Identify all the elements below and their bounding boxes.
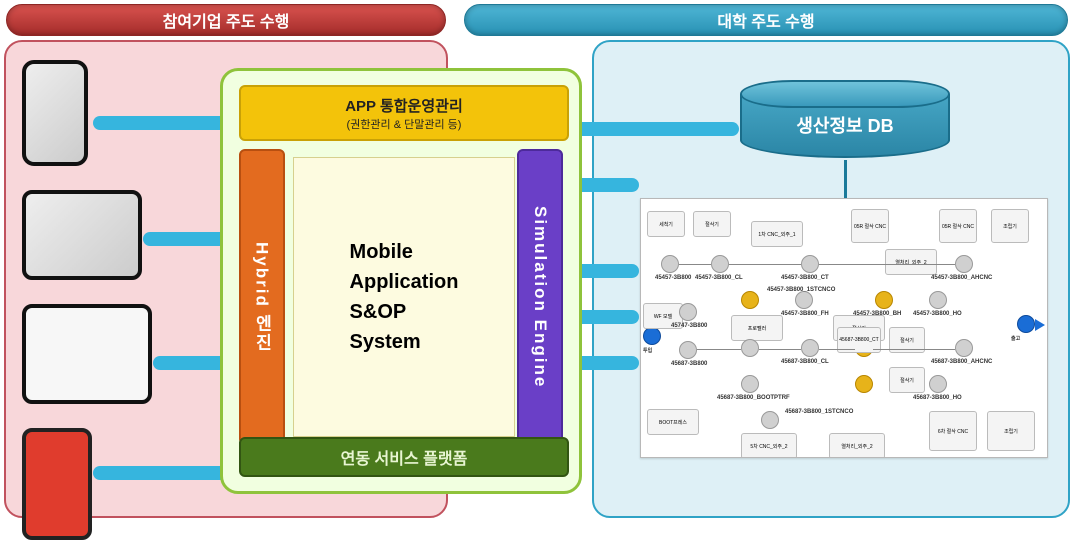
- header-right-text: 대학 주도 수행: [717, 8, 814, 32]
- device-tablet-large-icon: [22, 304, 152, 404]
- wf-circle: [679, 303, 697, 321]
- wf-node: 5차 CNC_외주_2: [741, 433, 797, 458]
- wf-node: 조립기: [987, 411, 1035, 451]
- wf-edge: [729, 264, 801, 265]
- wf-circle: [801, 339, 819, 357]
- wf-label: 45687-3B800_CL: [781, 359, 829, 365]
- wf-label: 45687-3B800: [671, 361, 707, 367]
- wf-edge: [819, 264, 955, 265]
- wf-node: BOOT프레스: [647, 409, 699, 435]
- wf-edge: [819, 349, 855, 350]
- wf-label: 45457-3B800_CT: [781, 275, 829, 281]
- wf-circle-blue: [643, 327, 661, 345]
- core-system-block: Mobile Application S&OP System: [293, 157, 515, 437]
- app-mgmt-sub: (권한관리 & 단말관리 등): [347, 116, 462, 132]
- connector-line: [150, 232, 220, 246]
- connector-line: [582, 178, 632, 192]
- connector-line: [582, 122, 732, 136]
- wf-circle: [955, 339, 973, 357]
- device-windows-phone-icon: [22, 428, 92, 540]
- core-l2: Application: [350, 271, 459, 293]
- wf-circle: [955, 255, 973, 273]
- wf-circle: [711, 255, 729, 273]
- app-mgmt-title: APP 통합운영관리: [345, 95, 463, 116]
- wf-circle: [795, 291, 813, 309]
- wf-circle: [679, 341, 697, 359]
- arrow-icon: [1035, 319, 1045, 331]
- wf-label: 45457-3B800_1STCNCO: [767, 287, 835, 293]
- wf-circle-gold: [875, 291, 893, 309]
- wf-label: 45687-3B800_1STCNCO: [785, 409, 853, 415]
- connector-line: [582, 356, 632, 370]
- core-l1: Mobile: [350, 241, 413, 263]
- sim-engine-block: Simulation Engine: [517, 149, 563, 445]
- wf-circle: [801, 255, 819, 273]
- wf-node: 05R 절삭 CNC: [851, 209, 889, 243]
- header-left: 참여기업 주도 수행: [6, 4, 446, 36]
- wf-label: 투입: [643, 347, 652, 354]
- linked-service-label: 연동 서비스 플랫폼: [341, 445, 468, 469]
- hybrid-engine-block: Hybrid 엔진: [239, 149, 285, 445]
- wf-edge: [697, 349, 741, 350]
- connector-line: [582, 310, 632, 324]
- wf-label: 45457-3B800_HO: [913, 311, 962, 317]
- connector-line: [160, 356, 220, 370]
- wf-node: 조립기: [991, 209, 1029, 243]
- wf-node: 세척기: [647, 211, 685, 237]
- wf-label: 45457-3B800_AHCNC: [931, 275, 992, 281]
- wf-node: 6차 절삭 CNC: [929, 411, 977, 451]
- wf-circle: [929, 291, 947, 309]
- wf-label: 45687-3B800_BOOTPTRF: [717, 395, 790, 401]
- header-right: 대학 주도 수행: [464, 4, 1068, 36]
- core-l3: S&OP: [350, 301, 407, 323]
- central-platform: APP 통합운영관리 (권한관리 & 단말관리 등) Hybrid 엔진 Sim…: [220, 68, 582, 494]
- header-left-text: 참여기업 주도 수행: [163, 8, 290, 32]
- wf-circle: [929, 375, 947, 393]
- connector-line: [100, 116, 220, 130]
- wf-node: 1차 CNC_외주_1: [751, 221, 803, 247]
- device-phone-icon: [22, 60, 88, 166]
- wf-label: 45747-3B800: [671, 323, 707, 329]
- db-connector-line: [844, 160, 847, 198]
- production-db-icon: 생산정보 DB: [740, 80, 950, 160]
- wf-circle: [741, 339, 759, 357]
- app-mgmt-bar: APP 통합운영관리 (권한관리 & 단말관리 등): [239, 85, 569, 141]
- linked-service-bar: 연동 서비스 플랫폼: [239, 437, 569, 477]
- workflow-diagram: 세척기 절삭기 05R 절삭 CNC 05R 절삭 CNC 조립기 1차 CNC…: [640, 198, 1048, 458]
- wf-node: 열처리_외주_2: [829, 433, 885, 458]
- wf-node: 절삭기: [889, 367, 925, 393]
- db-label: 생산정보 DB: [796, 112, 893, 138]
- wf-circle: [761, 411, 779, 429]
- wf-circle: [661, 255, 679, 273]
- wf-circle-gold: [855, 375, 873, 393]
- wf-circle: [741, 375, 759, 393]
- wf-node: 05R 절삭 CNC: [939, 209, 977, 243]
- sim-engine-label: Simulation Engine: [530, 206, 550, 388]
- core-l4: System: [350, 331, 421, 353]
- wf-node: 열처리_외주_2: [885, 249, 937, 275]
- wf-label: 45457-3B800: [655, 275, 691, 281]
- wf-edge: [679, 264, 711, 265]
- wf-edge: [873, 349, 955, 350]
- wf-label: 45457-3B800_CL: [695, 275, 743, 281]
- wf-circle-gold: [741, 291, 759, 309]
- connector-line: [100, 466, 220, 480]
- device-tablet-small-icon: [22, 190, 142, 280]
- wf-label: 45687-3B800_HO: [913, 395, 962, 401]
- wf-label: 출고: [1011, 335, 1020, 342]
- wf-label: 45457-3B800_FH: [781, 311, 829, 317]
- connector-line: [582, 264, 632, 278]
- wf-circle-blue: [1017, 315, 1035, 333]
- wf-edge: [759, 349, 801, 350]
- wf-label: 45687-3B800_AHCNC: [931, 359, 992, 365]
- wf-node: 프로펠러: [731, 315, 783, 341]
- hybrid-engine-label: Hybrid 엔진: [250, 242, 275, 353]
- wf-node: 절삭기: [693, 211, 731, 237]
